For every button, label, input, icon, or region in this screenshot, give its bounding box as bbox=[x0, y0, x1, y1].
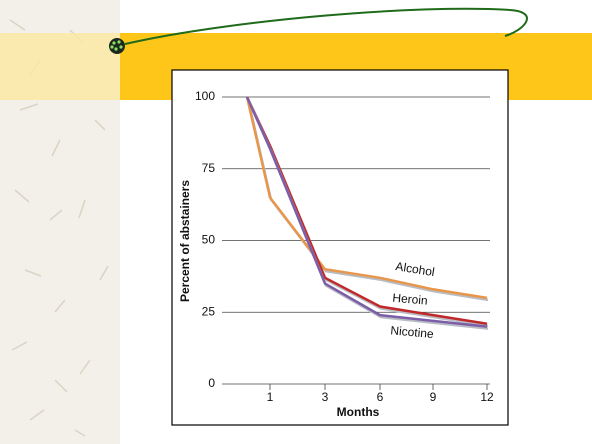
x-tick-label: 1 bbox=[267, 390, 274, 404]
y-tick-label: 0 bbox=[208, 376, 215, 390]
y-tick-label: 100 bbox=[195, 89, 215, 103]
y-tick-label: 25 bbox=[202, 304, 216, 318]
x-tick-label: 3 bbox=[322, 390, 329, 404]
chart-frame bbox=[172, 70, 508, 425]
slide: Percent of abstainers Months 0 25 50 75 100 1… bbox=[0, 0, 592, 444]
x-tick-label: 6 bbox=[377, 390, 384, 404]
y-tick-label: 75 bbox=[202, 161, 216, 175]
x-axis-label: Months bbox=[337, 405, 380, 419]
y-axis-label: Percent of abstainers bbox=[178, 180, 192, 302]
x-tick-label: 12 bbox=[480, 390, 494, 404]
y-tick-label: 50 bbox=[202, 233, 216, 247]
x-tick-label: 9 bbox=[430, 390, 437, 404]
decor-band-light bbox=[0, 33, 120, 100]
